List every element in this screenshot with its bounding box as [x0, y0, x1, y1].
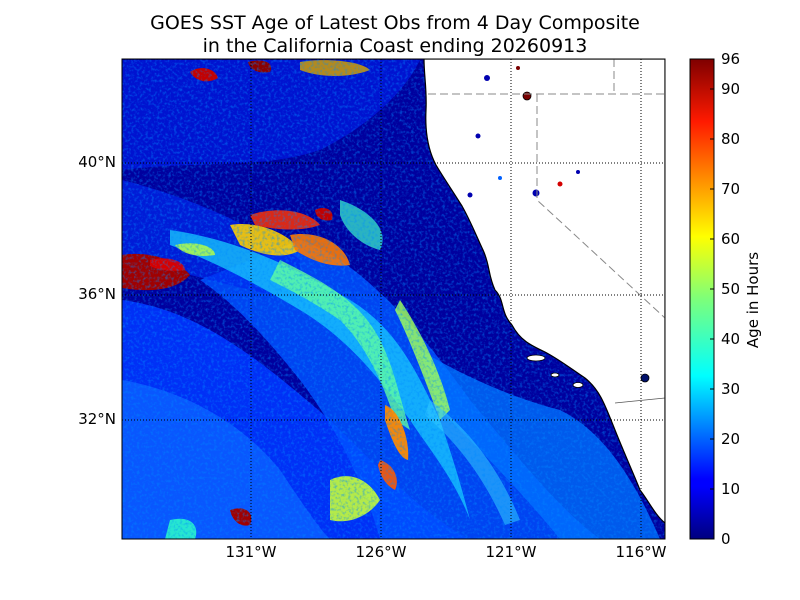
colorbar-tick-label: 70 — [721, 180, 741, 198]
colorbar-tick-label: 50 — [721, 280, 741, 298]
graticule — [122, 59, 665, 539]
island — [550, 372, 560, 378]
lake-marker — [475, 133, 481, 139]
lat-label: 40°N — [78, 153, 116, 171]
sst-field — [122, 59, 665, 539]
island — [572, 382, 584, 388]
lake-marker — [576, 170, 580, 174]
lake-marker — [557, 181, 563, 187]
colorbar-tick-label: 20 — [721, 430, 741, 448]
colorbar-tick-label: 90 — [721, 80, 741, 98]
lon-label: 126°W — [355, 543, 407, 561]
lake-marker — [467, 192, 473, 198]
colorbar-tick-label: 30 — [721, 380, 741, 398]
colorbar-tick-label: 80 — [721, 130, 741, 148]
map-title-line-1: GOES SST Age of Latest Obs from 4 Day Co… — [150, 12, 640, 34]
lake-marker — [640, 373, 650, 383]
land-mass — [423, 59, 665, 524]
state-border — [536, 94, 665, 319]
colorbar-tick-label: 40 — [721, 330, 741, 348]
colorbar-label: Age in Hours — [744, 251, 762, 349]
lon-label: 116°W — [615, 543, 667, 561]
colorbar-tick-label: 60 — [721, 230, 741, 248]
colorbar — [689, 58, 715, 540]
lon-label: 121°W — [485, 543, 537, 561]
map-frame — [121, 58, 666, 540]
lake-marker — [498, 176, 502, 180]
lake-marker — [522, 91, 532, 101]
lat-label: 32°N — [78, 410, 116, 428]
lake-marker — [484, 75, 490, 81]
lake-marker — [532, 189, 540, 197]
lat-label: 36°N — [78, 285, 116, 303]
map-title-line-2: in the California Coast ending 20260913 — [202, 35, 588, 57]
colorbar-tick-label: 10 — [721, 480, 741, 498]
lon-label: 131°W — [225, 543, 277, 561]
colorbar-ticks — [710, 88, 714, 490]
colorbar-tick-label: 96 — [721, 50, 741, 68]
lake-marker — [516, 66, 520, 70]
colorbar-tick-label: 0 — [721, 530, 731, 548]
international-border — [614, 397, 665, 404]
island — [526, 354, 546, 362]
